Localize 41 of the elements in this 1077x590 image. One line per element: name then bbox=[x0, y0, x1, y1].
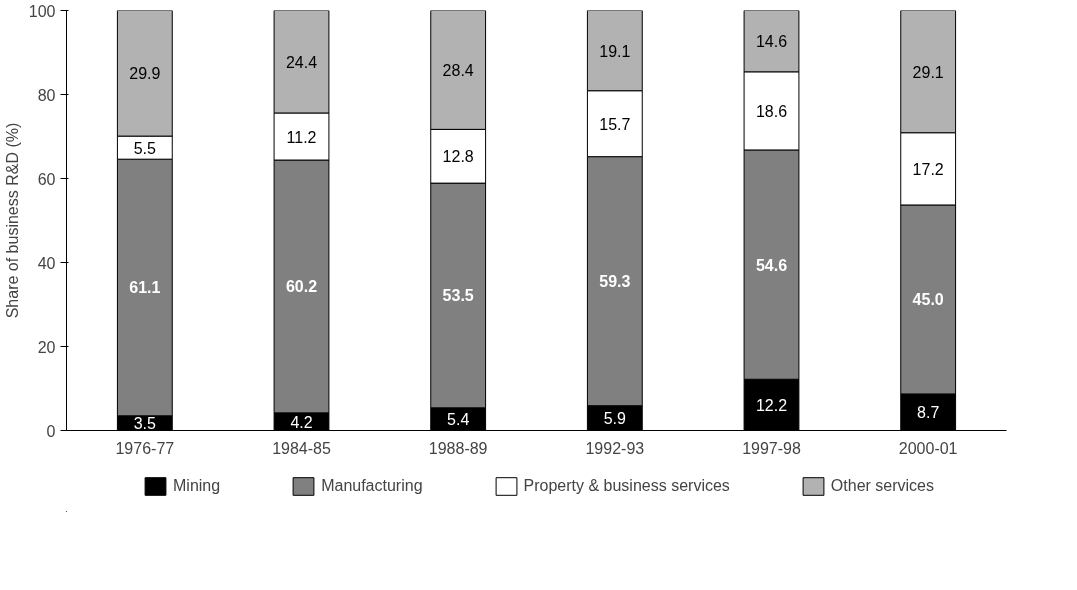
y-tick-label: 100 bbox=[28, 2, 56, 20]
data-label: 28.4 bbox=[442, 61, 474, 79]
data-label: 5.4 bbox=[447, 411, 470, 429]
data-label: 5.9 bbox=[603, 410, 627, 428]
data-label: 11.2 bbox=[286, 128, 317, 146]
data-label: 5.5 bbox=[133, 139, 157, 157]
data-label: 3.5 bbox=[133, 415, 157, 433]
legend-label: Other services bbox=[830, 477, 934, 495]
y-tick-label: 60 bbox=[37, 170, 56, 188]
data-label: 24.4 bbox=[285, 53, 318, 71]
y-tick-label: 20 bbox=[37, 338, 56, 356]
data-label: 53.5 bbox=[442, 287, 474, 305]
data-label: 12.2 bbox=[755, 396, 788, 414]
data-label: 14.6 bbox=[755, 33, 788, 51]
data-label: 29.1 bbox=[912, 63, 944, 81]
data-label: 15.7 bbox=[599, 115, 631, 133]
data-label: 17.2 bbox=[912, 160, 944, 178]
data-label: 61.1 bbox=[129, 279, 161, 297]
data-label: 60.2 bbox=[285, 278, 318, 296]
data-label: 8.7 bbox=[917, 404, 940, 422]
x-tick-label: 1984-85 bbox=[272, 439, 331, 457]
x-tick-label: 1976-77 bbox=[115, 439, 175, 457]
legend-label: Manufacturing bbox=[321, 477, 423, 495]
data-label: 29.9 bbox=[129, 65, 161, 83]
x-tick-label: 1992-93 bbox=[585, 439, 645, 457]
data-label: 19.1 bbox=[599, 42, 631, 60]
x-tick-label: 1997-98 bbox=[742, 439, 801, 457]
data-label: 59.3 bbox=[599, 273, 631, 291]
x-tick-label: 2000-01 bbox=[898, 439, 958, 457]
y-tick-label: 80 bbox=[37, 86, 56, 104]
legend-label: Mining bbox=[173, 477, 221, 495]
y-tick-label: 40 bbox=[37, 254, 56, 272]
x-tick-label: 1988-89 bbox=[428, 439, 488, 457]
data-label: 18.6 bbox=[755, 102, 788, 120]
data-label: 54.6 bbox=[755, 256, 788, 274]
data-label: 12.8 bbox=[442, 148, 474, 166]
legend-label: Property & business services bbox=[523, 477, 730, 495]
data-label: 45.0 bbox=[912, 291, 944, 309]
y-axis-title: Share of business R&D (%) bbox=[3, 122, 21, 319]
y-tick-label: 0 bbox=[46, 422, 56, 440]
data-label: 4.2 bbox=[290, 413, 313, 431]
